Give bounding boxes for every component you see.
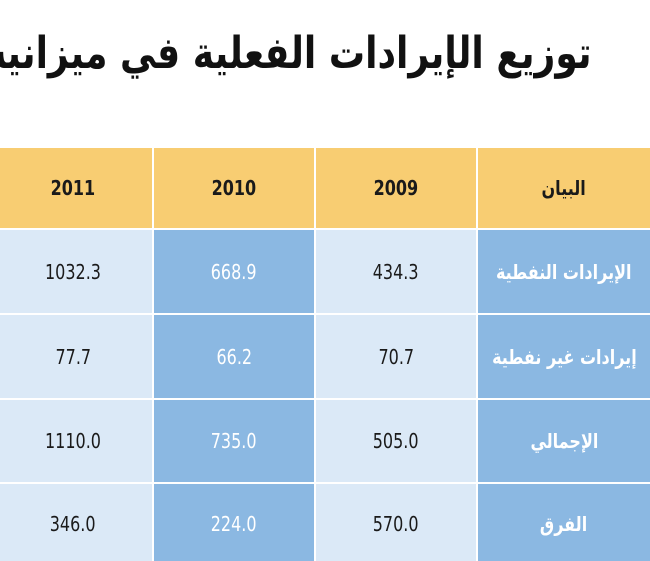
cell-text: 66.2	[216, 344, 252, 369]
cell-text: 668.9	[211, 259, 257, 284]
cell-text: 1110.0	[45, 429, 102, 453]
table-cell: الإجمالي	[478, 400, 650, 482]
table-cell: 570.0	[316, 484, 476, 561]
table-cell: 2011	[0, 148, 152, 228]
cell-text: 70.7	[378, 344, 414, 369]
table-cell: الإيرادات النفطية	[478, 230, 650, 313]
table-cell: 1032.3	[0, 230, 152, 313]
table: البيان 2009 2010 2011 الإيرادات النفطية 434.3…	[0, 148, 650, 561]
cell-text: 2009	[373, 176, 419, 200]
cell-text: 735.0	[211, 429, 257, 453]
cell-text: 505.0	[373, 429, 419, 453]
cell-text: 2010	[211, 176, 257, 200]
cell-text: 434.3	[373, 259, 419, 284]
table-cell: 434.3	[316, 230, 476, 313]
table-cell: 1110.0	[0, 400, 152, 482]
cell-text: 346.0	[50, 511, 96, 536]
cell-text: 1032.3	[45, 259, 102, 284]
table-cell: الفرق	[478, 484, 650, 561]
cell-text: الفرق	[540, 511, 588, 536]
cell-text: البيان	[541, 176, 587, 200]
cell-text: الإيرادات النفطية	[496, 259, 632, 284]
table-cell: البيان	[478, 148, 650, 228]
cell-text: 224.0	[211, 511, 257, 536]
cell-text: إيرادات غير نفطية	[491, 344, 637, 369]
table-cell: 505.0	[316, 400, 476, 482]
title: توزيع الإيرادات الفعلية في ميزانية عام 2…	[0, 28, 592, 79]
cell-text: 2011	[50, 176, 96, 200]
table-cell: 66.2	[154, 315, 314, 398]
cell-text: الإجمالي	[530, 429, 598, 453]
table-cell: 224.0	[154, 484, 314, 561]
table-cell: 2009	[316, 148, 476, 228]
table-cell: 346.0	[0, 484, 152, 561]
table-cell: 2010	[154, 148, 314, 228]
table-cell: 735.0	[154, 400, 314, 482]
table-cell: 70.7	[316, 315, 476, 398]
cell-text: 570.0	[373, 511, 419, 536]
table-cell: 77.7	[0, 315, 152, 398]
table-cell: 668.9	[154, 230, 314, 313]
table-cell: إيرادات غير نفطية	[478, 315, 650, 398]
cell-text: 77.7	[55, 344, 91, 369]
